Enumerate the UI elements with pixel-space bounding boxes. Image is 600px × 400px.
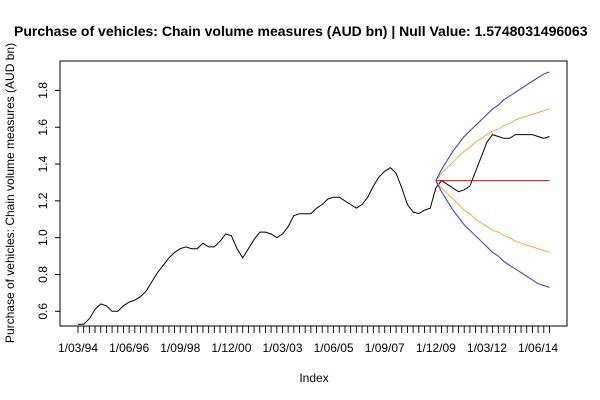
x-tick-label: 1/03/12	[467, 341, 507, 355]
y-tick-label: 0.8	[36, 266, 50, 283]
x-axis: 1/03/94 1/06/96 1/09/98 1/12/00 1/03/03 1/06/…	[58, 325, 558, 355]
series-line-3	[435, 108, 550, 181]
y-axis-label: Purchase of vehicles: Chain volume measu…	[3, 43, 17, 343]
x-tick-label: 1/06/05	[314, 341, 354, 355]
x-tick-label: 1/12/00	[211, 341, 251, 355]
y-axis: 0.6 0.8 1.0 1.2 1.4 1.6 1.8	[36, 82, 61, 320]
x-tick-label: 1/06/14	[518, 341, 558, 355]
x-axis-label: Index	[299, 371, 328, 385]
y-tick-label: 0.6	[36, 303, 50, 320]
y-tick-label: 1.6	[36, 119, 50, 136]
series-line-4	[435, 180, 550, 253]
series-line-5	[435, 71, 550, 181]
x-tick-label: 1/03/03	[262, 341, 302, 355]
y-tick-label: 1.4	[36, 155, 50, 172]
chart-title: Purchase of vehicles: Chain volume measu…	[14, 23, 588, 39]
y-tick-label: 1.2	[36, 192, 50, 209]
y-tick-label: 1.8	[36, 82, 50, 99]
series-line-6	[435, 180, 550, 288]
y-tick-label: 1.0	[36, 229, 50, 246]
series-line-1	[78, 134, 550, 325]
plot-frame	[59, 60, 568, 327]
x-tick-label: 1/12/09	[416, 341, 456, 355]
x-tick-label: 1/09/98	[160, 341, 200, 355]
x-tick-label: 1/03/94	[58, 341, 98, 355]
x-tick-label: 1/06/96	[109, 341, 149, 355]
x-tick-label: 1/09/07	[365, 341, 405, 355]
series-layer	[78, 71, 550, 325]
